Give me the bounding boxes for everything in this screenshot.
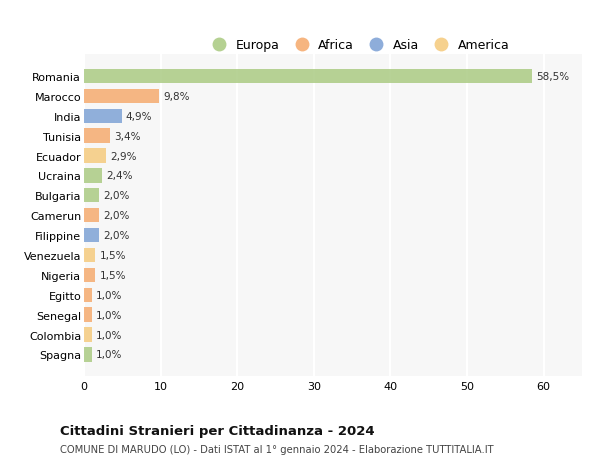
- Bar: [84, 328, 92, 342]
- Text: 2,0%: 2,0%: [103, 211, 130, 221]
- Text: 2,4%: 2,4%: [106, 171, 133, 181]
- Bar: [84, 229, 100, 243]
- Bar: [84, 90, 159, 104]
- Bar: [84, 70, 532, 84]
- Bar: [84, 288, 92, 302]
- Text: Cittadini Stranieri per Cittadinanza - 2024: Cittadini Stranieri per Cittadinanza - 2…: [60, 425, 374, 437]
- Bar: [84, 308, 92, 322]
- Bar: [84, 109, 122, 123]
- Bar: [84, 208, 100, 223]
- Bar: [84, 169, 103, 183]
- Bar: [84, 268, 95, 282]
- Text: 1,5%: 1,5%: [100, 251, 126, 260]
- Text: 3,4%: 3,4%: [114, 131, 140, 141]
- Text: 2,9%: 2,9%: [110, 151, 137, 161]
- Text: 2,0%: 2,0%: [103, 191, 130, 201]
- Text: 2,0%: 2,0%: [103, 230, 130, 241]
- Text: 58,5%: 58,5%: [536, 72, 569, 82]
- Legend: Europa, Africa, Asia, America: Europa, Africa, Asia, America: [202, 34, 514, 57]
- Text: 1,0%: 1,0%: [95, 350, 122, 359]
- Text: COMUNE DI MARUDO (LO) - Dati ISTAT al 1° gennaio 2024 - Elaborazione TUTTITALIA.: COMUNE DI MARUDO (LO) - Dati ISTAT al 1°…: [60, 444, 494, 454]
- Text: 1,0%: 1,0%: [95, 310, 122, 320]
- Text: 9,8%: 9,8%: [163, 92, 190, 101]
- Text: 1,0%: 1,0%: [95, 290, 122, 300]
- Text: 4,9%: 4,9%: [125, 112, 152, 122]
- Bar: [84, 248, 95, 263]
- Text: 1,5%: 1,5%: [100, 270, 126, 280]
- Text: 1,0%: 1,0%: [95, 330, 122, 340]
- Bar: [84, 149, 106, 163]
- Bar: [84, 129, 110, 144]
- Bar: [84, 189, 100, 203]
- Bar: [84, 347, 92, 362]
